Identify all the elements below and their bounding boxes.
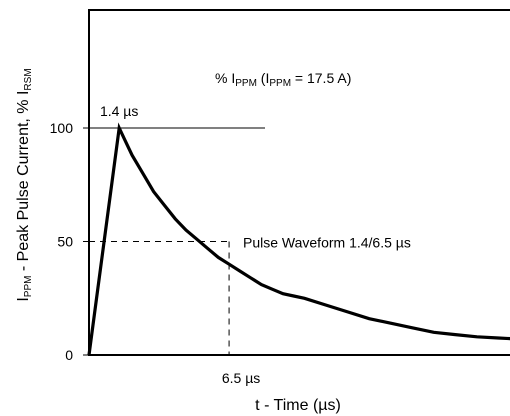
subscript-text: PPM	[235, 78, 257, 89]
y-tick-label: 50	[57, 234, 73, 250]
pulse-waveform-label: Pulse Waveform 1.4/6.5 µs	[243, 235, 411, 251]
plot-frame	[88, 9, 510, 356]
x-axis-title: t - Time (µs)	[255, 397, 341, 414]
y-tick-label: 0	[65, 347, 73, 363]
y-axis-title: IPPM - Peak Pulse Current, % IRSM	[15, 68, 34, 301]
peak-time-label: 1.4 µs	[100, 103, 138, 119]
series-line-pulse-waveform	[87, 122, 510, 356]
text-part: I	[15, 297, 32, 301]
y-axis-ticks: 0 50 100	[50, 120, 89, 363]
text-part: (I	[257, 70, 269, 86]
y-tick-label: 100	[50, 120, 74, 136]
half-time-label: 6.5 µs	[222, 370, 260, 386]
ippm-note: % IPPM (IPPM = 17.5 A)	[215, 70, 351, 89]
text-part: % I	[215, 70, 235, 86]
text-part: = 17.5 A)	[291, 70, 351, 86]
subscript-text: PPM	[269, 78, 291, 89]
text-part: - Peak Pulse Current, % I	[15, 91, 32, 276]
subscript-text: RSM	[23, 68, 34, 90]
subscript-text: PPM	[23, 276, 34, 298]
